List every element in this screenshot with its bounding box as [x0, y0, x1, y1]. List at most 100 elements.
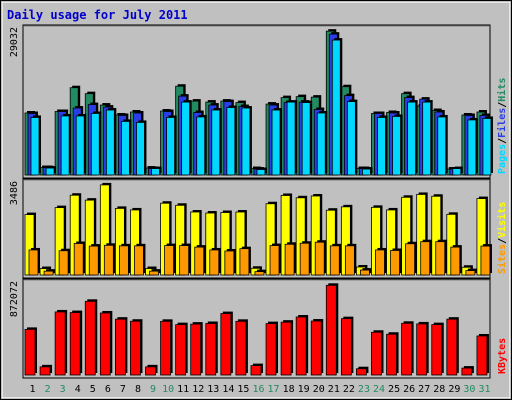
bar-sites-24: [375, 249, 385, 276]
bar-kbytes-23: [356, 368, 367, 376]
panel-max-label-visits-sites: 3486: [9, 181, 20, 205]
legend-entry-sites: Sites: [496, 244, 508, 274]
bar-pages-9: [151, 168, 160, 176]
bar-kbytes-5: [84, 300, 96, 376]
day-label-27: 27: [418, 384, 430, 395]
bar-pages-14: [226, 107, 236, 176]
bar-kbytes-11: [175, 324, 187, 376]
day-label-16: 16: [252, 384, 264, 395]
day-label-9: 9: [150, 384, 156, 395]
legend-entry-slash: /: [497, 138, 508, 144]
bar-sites-3: [58, 250, 69, 276]
day-label-21: 21: [328, 384, 340, 395]
bar-pages-17: [271, 109, 281, 176]
day-label-31: 31: [478, 384, 490, 395]
day-labels: 1 2 3 4 5 6 7 8 9 10 11 12 13 14 15 16 17 18 19 20 21 22 23 24 2…: [30, 384, 491, 395]
bar-sites-22: [344, 245, 355, 276]
day-label-17: 17: [268, 384, 280, 395]
bar-sites-25: [390, 250, 400, 276]
day-label-13: 13: [207, 384, 219, 395]
day-label-15: 15: [237, 384, 249, 395]
bar-pages-10: [166, 117, 175, 176]
bar-pages-20: [316, 112, 326, 176]
bar-pages-31: [482, 118, 492, 176]
day-label-5: 5: [90, 384, 96, 395]
bar-kbytes-29: [446, 318, 458, 376]
day-label-7: 7: [120, 384, 126, 395]
panel-legend-pages-files-hits: Pages/Files/Hits: [496, 78, 508, 174]
chart-panels: 29032Pages/Files/Hits3486Sites/Visits872…: [9, 24, 508, 379]
bar-kbytes-17: [265, 323, 277, 376]
bar-kbytes-4: [69, 312, 81, 376]
legend-entry-slash: /: [497, 238, 508, 244]
day-label-12: 12: [192, 384, 204, 395]
bar-sites-23: [360, 269, 370, 276]
bar-pages-13: [211, 109, 221, 176]
bar-pages-16: [256, 169, 266, 176]
bar-kbytes-10: [160, 320, 171, 376]
bar-sites-18: [284, 243, 295, 276]
bar-kbytes-9: [145, 366, 156, 376]
bar-sites-31: [480, 245, 491, 276]
bar-sites-20: [314, 241, 325, 276]
bar-sites-9: [149, 270, 159, 276]
bar-kbytes-22: [340, 318, 352, 376]
bar-pages-29: [452, 168, 462, 176]
bar-kbytes-14: [220, 313, 232, 376]
bar-sites-4: [73, 243, 84, 276]
day-label-1: 1: [30, 384, 36, 395]
bar-pages-4: [75, 115, 85, 176]
legend-entry-visits: Visits: [496, 202, 508, 238]
day-label-3: 3: [60, 384, 66, 395]
bar-sites-15: [239, 248, 250, 276]
day-label-25: 25: [388, 384, 400, 395]
bar-kbytes-7: [114, 318, 126, 376]
bar-kbytes-1: [24, 328, 36, 376]
panel-kbytes: 872072 KBytes: [9, 278, 508, 379]
bar-sites-28: [435, 241, 446, 276]
bar-pages-2: [45, 167, 55, 176]
bar-sites-21: [329, 245, 340, 276]
bar-sites-6: [103, 244, 114, 276]
day-label-29: 29: [448, 384, 460, 395]
day-label-30: 30: [463, 384, 475, 395]
day-label-28: 28: [433, 384, 445, 395]
bar-sites-17: [269, 245, 280, 276]
bar-sites-5: [88, 245, 99, 276]
bar-pages-3: [60, 115, 70, 176]
bar-pages-8: [136, 122, 145, 176]
bar-pages-12: [196, 116, 206, 176]
bar-kbytes-15: [235, 320, 247, 376]
bar-pages-11: [181, 101, 191, 176]
bar-kbytes-31: [476, 335, 488, 376]
bar-sites-19: [299, 242, 310, 276]
bar-kbytes-25: [386, 333, 397, 376]
bar-kbytes-3: [54, 311, 66, 376]
bar-kbytes-2: [39, 366, 51, 376]
bar-sites-16: [254, 271, 265, 276]
bar-kbytes-20: [310, 320, 322, 376]
day-label-14: 14: [222, 384, 234, 395]
bar-kbytes-28: [431, 324, 443, 376]
legend-text-kbytes: KBytes: [497, 338, 508, 374]
legend-text-pages-files-hits: Pages/Files/Hits: [496, 78, 508, 174]
bar-kbytes-16: [250, 365, 262, 376]
day-label-20: 20: [313, 384, 325, 395]
bar-sites-30: [465, 270, 476, 276]
bar-kbytes-21: [325, 284, 337, 376]
panel-legend-visits-sites: Sites/Visits: [496, 202, 508, 274]
bar-kbytes-18: [280, 321, 292, 376]
legend-text-visits-sites: Sites/Visits: [496, 202, 508, 274]
bar-pages-24: [377, 117, 386, 176]
day-label-19: 19: [298, 384, 310, 395]
day-label-2: 2: [45, 384, 51, 395]
bar-pages-27: [422, 101, 432, 176]
bar-sites-8: [134, 245, 144, 276]
chart-title: Daily usage for July 2011: [7, 8, 188, 22]
bar-pages-22: [346, 101, 356, 176]
bar-kbytes-27: [416, 323, 428, 376]
day-label-6: 6: [105, 384, 111, 395]
day-label-24: 24: [373, 384, 385, 395]
bar-pages-18: [286, 101, 296, 176]
